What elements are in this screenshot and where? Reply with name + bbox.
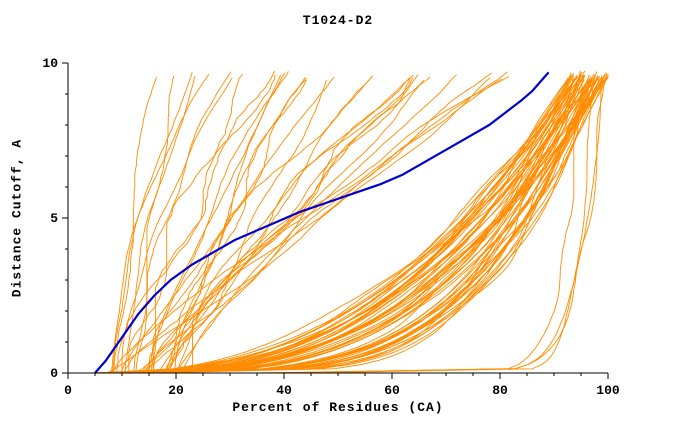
model-curve — [174, 77, 306, 373]
model-curve — [181, 79, 425, 374]
model-curve — [111, 73, 210, 373]
model-curve — [123, 71, 508, 374]
model-curve — [106, 77, 491, 374]
y-tick-label: 5 — [50, 211, 58, 226]
axes — [62, 62, 609, 379]
model-curve — [164, 74, 419, 374]
x-axis-label: Percent of Residues (CA) — [232, 400, 444, 415]
model-curve — [113, 76, 157, 374]
model-curve — [124, 75, 577, 374]
model-curve — [98, 74, 606, 374]
model-curve — [152, 75, 374, 373]
y-tick-label: 0 — [50, 366, 58, 381]
tick-labels: 0 20 40 60 80 100 0 5 10 — [42, 56, 620, 398]
model-curve — [119, 74, 585, 374]
model-curve — [95, 75, 601, 374]
model-curve — [142, 75, 574, 374]
model-curve — [116, 70, 276, 373]
model-curve — [147, 71, 289, 374]
reference-curve — [94, 71, 550, 374]
model-curve — [104, 77, 571, 374]
y-tick-label: 10 — [42, 56, 58, 71]
model-curve — [301, 76, 596, 374]
model-curve — [121, 79, 585, 374]
model-curve — [144, 77, 410, 374]
model-curve — [104, 78, 591, 374]
model-curve — [116, 76, 608, 374]
model-curve — [138, 76, 578, 374]
model-curve — [166, 79, 327, 374]
model-curve — [133, 75, 175, 374]
model-curve — [157, 76, 373, 374]
model-curve — [121, 77, 233, 373]
model-curve — [128, 70, 581, 374]
model-curve — [129, 76, 607, 374]
model-curve — [273, 75, 603, 374]
model-curve — [133, 77, 571, 374]
model-curve — [125, 79, 575, 374]
model-curve — [150, 72, 286, 374]
x-tick-label: 0 — [64, 383, 72, 398]
x-tick-label: 100 — [596, 383, 620, 398]
x-tick-label: 20 — [168, 383, 184, 398]
model-curve — [146, 74, 276, 374]
model-curve — [110, 78, 503, 374]
model-curve — [141, 72, 493, 374]
highlight-curve — [94, 71, 550, 374]
model-curve — [132, 77, 602, 374]
x-tick-label: 80 — [492, 383, 508, 398]
model-curve — [177, 74, 414, 374]
model-curve — [134, 71, 232, 374]
model-curve — [116, 74, 586, 374]
model-curve — [175, 74, 457, 374]
x-tick-label: 40 — [276, 383, 292, 398]
chart-title: T1024-D2 — [302, 13, 374, 28]
model-curve — [279, 75, 583, 374]
x-tick-label: 60 — [384, 383, 400, 398]
model-curve — [124, 78, 573, 374]
model-curve — [253, 73, 608, 374]
model-curves — [94, 70, 609, 374]
